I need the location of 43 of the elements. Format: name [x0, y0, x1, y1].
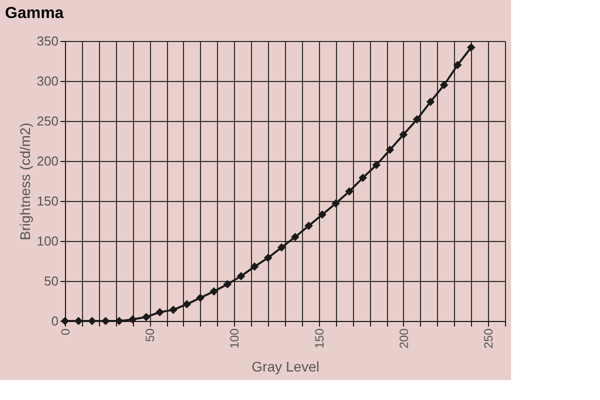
point [250, 262, 259, 271]
point [156, 308, 164, 316]
point [332, 199, 340, 208]
y-tick-label: 150 [36, 194, 58, 208]
point [236, 272, 246, 280]
x-axis-title: Gray Level [252, 358, 320, 375]
point [128, 315, 137, 324]
point [386, 146, 394, 154]
point [345, 187, 354, 196]
y-tick-label: 0 [51, 314, 58, 328]
point [412, 115, 422, 124]
point [142, 312, 150, 322]
point [290, 232, 300, 242]
point [210, 287, 218, 296]
y-tick-label: 350 [36, 34, 58, 48]
y-tick-label: 300 [36, 74, 58, 88]
point [358, 174, 368, 182]
point [304, 222, 313, 230]
y-tick-label: 250 [36, 114, 58, 128]
x-tick-label: 250 [482, 328, 496, 349]
point [372, 160, 381, 170]
point [277, 243, 286, 252]
point [426, 98, 435, 106]
point [453, 60, 462, 70]
point [440, 80, 448, 90]
point [264, 254, 272, 262]
y-tick-label: 50 [44, 274, 58, 288]
point [182, 300, 192, 308]
x-tick-label: 150 [312, 328, 326, 349]
chart-title: Gamma [5, 5, 64, 22]
y-axis-title: Brightness (cd/m2) [16, 122, 33, 240]
y-tick-label: 100 [36, 234, 58, 248]
x-tick-label: 200 [396, 328, 411, 349]
point [318, 210, 326, 219]
point [169, 306, 178, 314]
x-tick-label: 50 [143, 328, 158, 342]
point [196, 294, 205, 302]
point [466, 43, 476, 52]
y-tick-label: 200 [36, 154, 58, 168]
x-tick-label: 100 [228, 328, 242, 349]
x-tick-label: 0 [58, 328, 72, 336]
point [223, 280, 232, 288]
point [399, 130, 408, 139]
